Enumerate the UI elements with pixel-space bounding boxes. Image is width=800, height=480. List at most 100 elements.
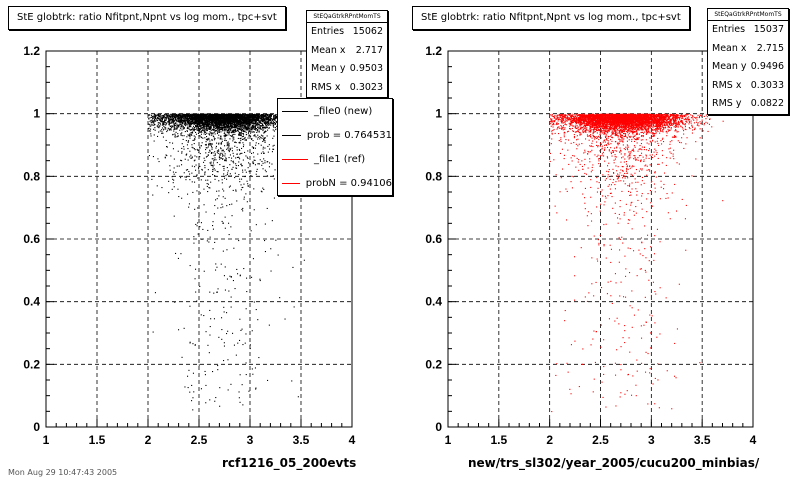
data-point bbox=[202, 113, 204, 115]
data-point bbox=[237, 125, 239, 127]
data-point bbox=[235, 120, 237, 122]
data-point bbox=[185, 117, 187, 119]
data-point bbox=[239, 118, 241, 120]
data-point bbox=[251, 126, 253, 128]
data-point bbox=[190, 120, 192, 122]
data-point bbox=[265, 119, 267, 121]
data-point bbox=[175, 252, 177, 254]
data-point bbox=[247, 185, 249, 187]
data-point bbox=[247, 118, 249, 120]
data-point bbox=[208, 124, 210, 126]
data-point bbox=[263, 140, 265, 142]
data-point bbox=[253, 131, 255, 133]
data-point bbox=[228, 118, 230, 120]
data-point bbox=[178, 114, 180, 116]
data-point bbox=[203, 161, 205, 163]
data-point bbox=[226, 114, 228, 116]
data-point bbox=[222, 114, 224, 116]
data-point bbox=[246, 127, 248, 129]
data-point bbox=[206, 155, 208, 157]
data-point bbox=[212, 133, 214, 135]
data-point bbox=[211, 139, 213, 141]
data-point bbox=[184, 131, 186, 133]
data-point bbox=[243, 130, 245, 132]
data-point bbox=[173, 123, 175, 125]
data-point bbox=[254, 118, 256, 120]
data-point bbox=[223, 169, 225, 171]
data-point bbox=[240, 132, 242, 134]
data-point bbox=[196, 127, 198, 129]
data-point bbox=[170, 118, 172, 120]
data-point bbox=[229, 147, 231, 149]
data-point bbox=[235, 167, 237, 169]
data-point bbox=[245, 116, 247, 118]
data-point bbox=[216, 117, 218, 119]
data-point bbox=[212, 221, 214, 223]
data-point bbox=[210, 123, 212, 125]
data-point bbox=[250, 117, 252, 119]
data-point bbox=[261, 116, 263, 118]
data-point bbox=[211, 119, 213, 121]
data-point bbox=[211, 147, 213, 149]
data-point bbox=[178, 121, 180, 123]
data-point bbox=[268, 115, 270, 117]
data-point bbox=[246, 129, 248, 131]
data-point bbox=[162, 122, 164, 124]
data-point bbox=[208, 120, 210, 122]
data-point bbox=[222, 122, 224, 124]
data-point bbox=[230, 129, 232, 131]
data-point bbox=[251, 330, 253, 332]
data-point bbox=[231, 157, 233, 159]
data-point bbox=[192, 122, 194, 124]
data-point bbox=[177, 113, 179, 115]
data-point bbox=[238, 127, 240, 129]
data-point bbox=[209, 150, 211, 152]
data-point bbox=[165, 113, 167, 115]
data-point bbox=[210, 125, 212, 127]
data-point bbox=[166, 146, 168, 148]
data-point bbox=[235, 124, 237, 126]
data-point bbox=[251, 138, 253, 140]
data-point bbox=[183, 135, 185, 137]
data-point bbox=[200, 121, 202, 123]
data-point bbox=[247, 114, 249, 116]
data-point bbox=[254, 367, 256, 369]
data-point bbox=[150, 116, 152, 118]
data-point bbox=[208, 123, 210, 125]
data-point bbox=[242, 142, 244, 144]
data-point bbox=[242, 116, 244, 118]
data-point bbox=[196, 125, 198, 127]
data-point bbox=[272, 122, 274, 124]
data-point bbox=[230, 130, 232, 132]
data-point bbox=[236, 119, 238, 121]
data-point bbox=[216, 133, 218, 135]
data-point bbox=[226, 127, 228, 129]
data-point bbox=[223, 124, 225, 126]
data-point bbox=[255, 388, 257, 390]
data-point bbox=[249, 116, 251, 118]
data-point bbox=[245, 121, 247, 123]
data-point bbox=[233, 344, 235, 346]
data-point bbox=[242, 132, 244, 134]
data-point bbox=[192, 128, 194, 130]
data-point bbox=[176, 115, 178, 117]
data-point bbox=[178, 120, 180, 122]
data-point bbox=[190, 129, 192, 131]
data-point bbox=[200, 120, 202, 122]
data-point bbox=[238, 174, 240, 176]
data-point bbox=[292, 266, 294, 268]
data-point bbox=[264, 140, 266, 142]
data-point bbox=[164, 121, 166, 123]
data-point bbox=[200, 130, 202, 132]
data-point bbox=[200, 136, 202, 138]
data-point bbox=[219, 121, 221, 123]
data-point bbox=[234, 117, 236, 119]
data-point bbox=[242, 146, 244, 148]
data-point bbox=[232, 121, 234, 123]
data-point bbox=[210, 126, 212, 128]
data-point bbox=[165, 154, 167, 156]
data-point bbox=[207, 169, 209, 171]
data-point bbox=[221, 123, 223, 125]
data-point bbox=[206, 130, 208, 132]
data-point bbox=[176, 120, 178, 122]
